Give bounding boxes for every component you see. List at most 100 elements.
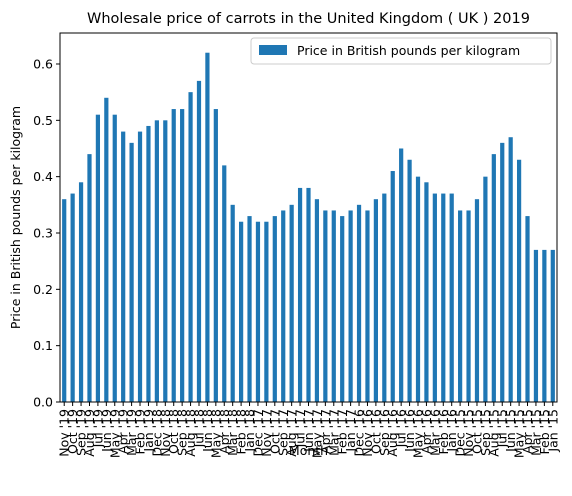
x-tick-label: Jun '17 xyxy=(301,409,316,453)
x-tick-label: Nov '19 xyxy=(57,409,72,457)
bar xyxy=(407,159,412,402)
x-axis-title: Month xyxy=(289,443,328,458)
x-tick-label: Mar '15 xyxy=(528,409,543,456)
y-tick-label: 0.2 xyxy=(33,282,53,297)
bar xyxy=(525,216,530,402)
x-tick-label: Dec '18 xyxy=(149,409,164,457)
x-tick-label: Feb '18 xyxy=(234,409,249,454)
x-tick-label: Feb '17 xyxy=(335,409,350,454)
x-tick-label: Apr '18 xyxy=(217,409,232,454)
x-tick-label: Feb '19 xyxy=(133,409,148,454)
bar xyxy=(399,148,404,402)
x-tick-label: Jul '17 xyxy=(293,409,308,448)
bar xyxy=(239,221,244,402)
bar xyxy=(340,216,345,402)
x-tick-label: Oct '18 xyxy=(166,409,181,454)
bar xyxy=(516,159,522,402)
x-tick-label: Jun '15 xyxy=(503,409,518,453)
legend-box xyxy=(250,37,552,65)
y-tick-label: 0.5 xyxy=(33,113,53,128)
x-tick-label: Oct '17 xyxy=(267,409,282,454)
x-tick-label: Dec '16 xyxy=(352,409,367,457)
x-tick-label: Apr '17 xyxy=(318,409,333,454)
bar xyxy=(154,120,159,402)
bar xyxy=(137,131,143,403)
x-tick-label: May '19 xyxy=(107,409,122,458)
bar xyxy=(62,199,67,402)
y-tick-label: 0.6 xyxy=(33,56,53,71)
bar xyxy=(382,193,387,402)
x-tick-label: Nov '16 xyxy=(360,409,375,457)
x-tick-label: Aug '15 xyxy=(486,409,501,457)
bar xyxy=(306,187,311,402)
bar xyxy=(213,109,218,402)
bar xyxy=(180,109,185,402)
y-tick-label: 0.0 xyxy=(33,395,53,410)
legend-label: Price in British pounds per kilogram xyxy=(297,43,520,58)
bar xyxy=(78,182,84,402)
x-tick-label: Jul '15 xyxy=(495,409,510,448)
y-axis-title: Price in British pounds per kilogram xyxy=(8,106,23,329)
x-tick-label: Apr '19 xyxy=(116,409,131,454)
bar xyxy=(356,204,362,402)
bar xyxy=(289,204,294,402)
y-tick-label: 0.3 xyxy=(33,225,53,240)
bar xyxy=(171,109,176,402)
x-tick-label: Mar '17 xyxy=(326,409,341,456)
x-tick-label: Dec '17 xyxy=(250,409,265,457)
x-tick-label: Sep '19 xyxy=(74,409,89,456)
legend-swatch xyxy=(259,45,287,55)
x-tick-label: Jul '18 xyxy=(191,409,206,448)
bar xyxy=(314,199,320,402)
x-tick-label: Oct '19 xyxy=(65,409,80,454)
x-tick-label: May '17 xyxy=(309,409,324,458)
x-tick-label: Jan '15 xyxy=(545,409,560,453)
y-axis-ticks: 0.0 0.1 0.2 0.3 0.4 0.5 0.6 xyxy=(33,56,60,410)
bar xyxy=(272,216,277,402)
y-tick-label: 0.4 xyxy=(33,169,53,184)
bar xyxy=(196,80,202,402)
x-tick-label: Mar '19 xyxy=(124,409,139,456)
legend: Price in British pounds per kilogram xyxy=(250,37,552,65)
bars-group xyxy=(62,52,555,403)
bar xyxy=(533,249,539,402)
x-tick-label: Dec '15 xyxy=(453,409,468,457)
bar xyxy=(365,210,370,402)
x-tick-label: May '18 xyxy=(208,409,223,458)
bar xyxy=(281,210,286,402)
bar xyxy=(390,171,395,402)
bar xyxy=(264,221,269,402)
bar xyxy=(432,193,437,402)
x-tick-label: Nov '18 xyxy=(158,409,173,457)
bar xyxy=(188,92,193,402)
x-tick-label: Sep '15 xyxy=(478,409,493,456)
bar xyxy=(297,187,303,402)
x-tick-label: Jan '18 xyxy=(242,409,257,453)
x-tick-label: Sep '18 xyxy=(175,409,190,456)
bar xyxy=(466,210,471,402)
bar xyxy=(129,142,134,402)
x-tick-label: Jan '16 xyxy=(444,409,459,453)
x-tick-label: Jan '19 xyxy=(141,409,156,453)
x-tick-label: Aug '19 xyxy=(82,409,97,457)
bar xyxy=(247,216,252,402)
x-tick-label: Jul '16 xyxy=(394,409,409,448)
bar xyxy=(449,193,454,402)
bar xyxy=(222,165,227,402)
plot-frame xyxy=(59,32,558,403)
bar xyxy=(331,210,336,402)
x-tick-label: Nov '15 xyxy=(461,409,476,457)
bar xyxy=(491,154,496,402)
bar xyxy=(121,131,126,403)
bar xyxy=(373,199,378,402)
x-tick-label: Aug '16 xyxy=(385,409,400,457)
x-tick-label: May '16 xyxy=(411,409,426,458)
x-tick-label: Jun '19 xyxy=(99,409,114,453)
bar xyxy=(415,176,421,402)
bar xyxy=(104,97,109,403)
bar xyxy=(483,176,488,402)
x-tick-label: Jan '17 xyxy=(343,409,358,453)
